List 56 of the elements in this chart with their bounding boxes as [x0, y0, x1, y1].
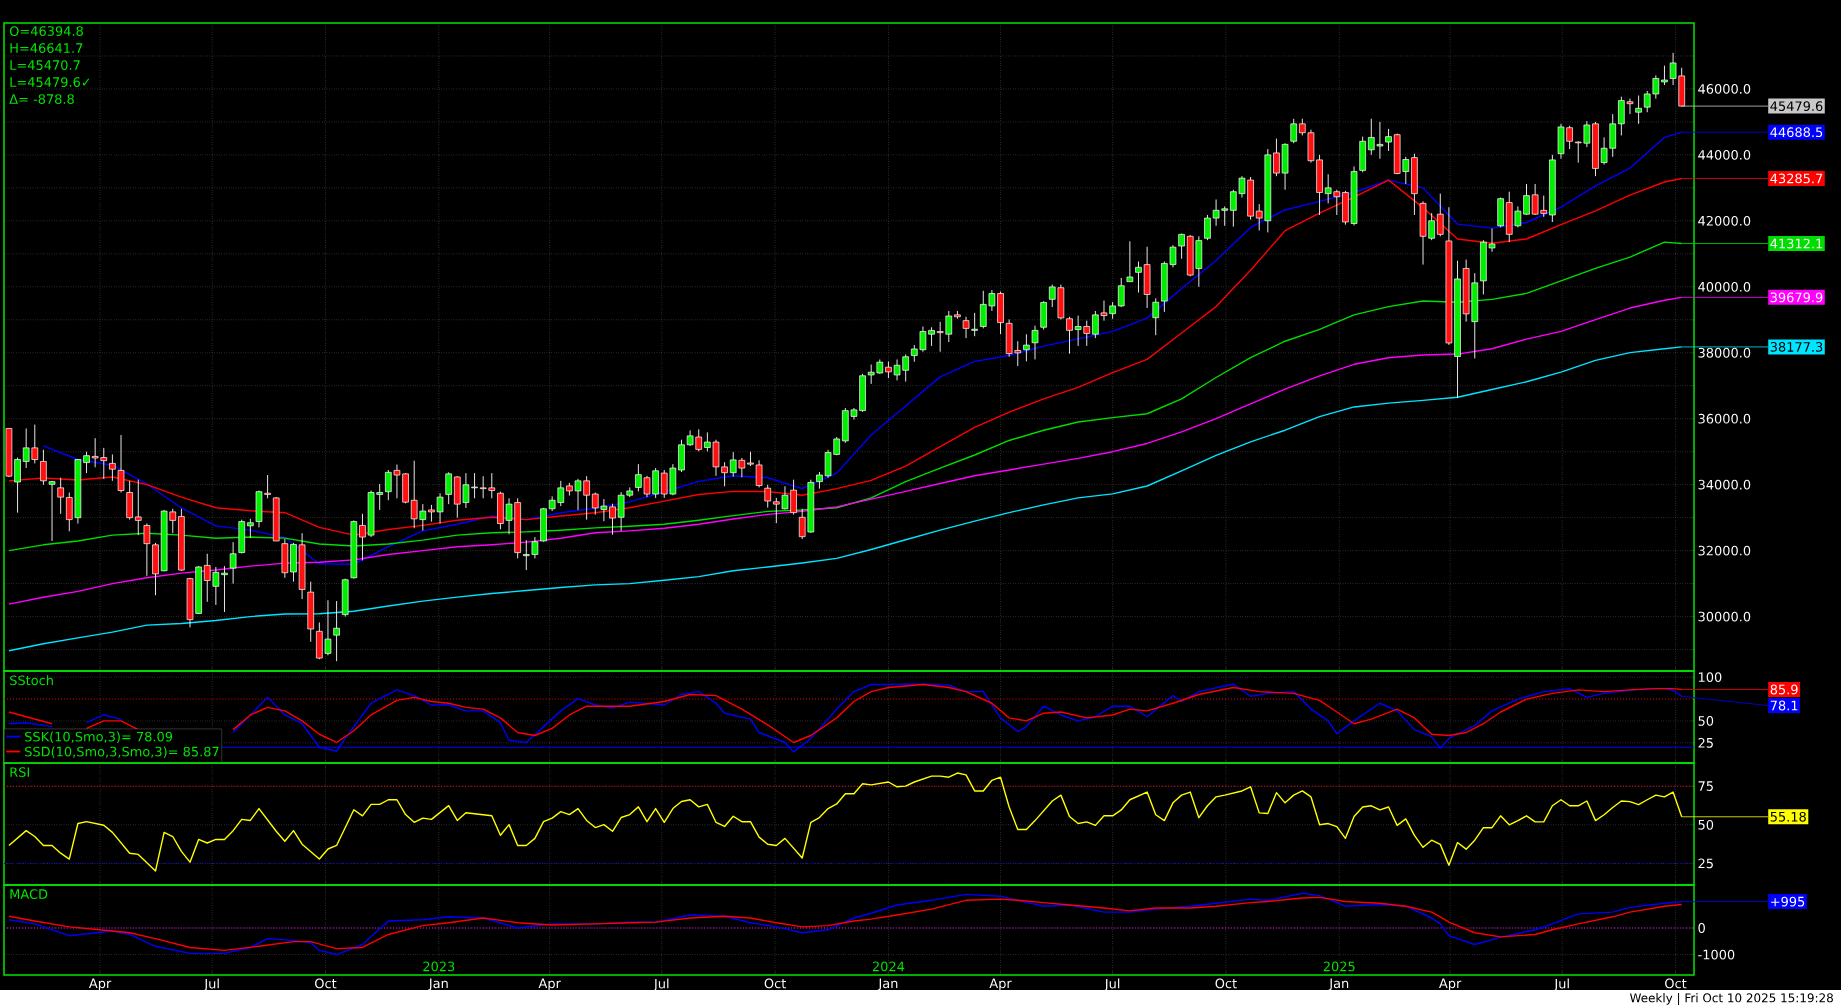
- annotation: L=45470.7: [10, 60, 80, 70]
- x-tick-label: Oct: [1665, 978, 1687, 989]
- annotation: 55.18: [1770, 811, 1806, 822]
- x-tick-label: Jan: [1328, 978, 1349, 991]
- annotation: 78.1: [1770, 700, 1798, 711]
- annotation: 41312.1: [1770, 238, 1823, 249]
- y-tick-label: 44000.0: [1698, 150, 1751, 160]
- y-tick-label: -1000: [1698, 949, 1735, 960]
- annotation: 43285.7: [1770, 173, 1823, 184]
- x-tick-label: Apr: [989, 978, 1012, 991]
- y-tick-label: 30000.0: [1698, 611, 1751, 622]
- annotation: 39679.9: [1770, 292, 1823, 303]
- y-tick-label: 25: [1698, 737, 1713, 748]
- annotation: 44688.5: [1770, 127, 1823, 138]
- x-tick-label: Jul: [653, 978, 669, 991]
- chart-title: SStoch: [10, 675, 53, 686]
- y-tick-label: 25: [1698, 858, 1713, 869]
- x-tick-label: Jan: [877, 978, 898, 991]
- legend-label: SSK(10,Smo,3)= 78.09: [25, 731, 173, 744]
- x-tick-label: Jul: [203, 978, 219, 991]
- y-tick-label: 36000.0: [1698, 413, 1751, 424]
- x-tick-label: Oct: [764, 978, 786, 989]
- annotation: +995: [1771, 896, 1805, 907]
- chart-title: MACD: [10, 889, 48, 899]
- y-tick-label: 0: [1698, 923, 1705, 933]
- x2-tick-label: 2023: [423, 961, 455, 972]
- y-tick-label: 50: [1698, 819, 1714, 830]
- y-tick-label: 32000.0: [1698, 545, 1751, 556]
- x-tick-label: Jul: [1553, 978, 1569, 991]
- annotation: 38177.3: [1770, 342, 1823, 352]
- y-tick-label: 75: [1698, 781, 1713, 791]
- legend-label: SSD(10,Smo,3,Smo,3)= 85.87: [25, 746, 219, 759]
- y-tick-label: 34000.0: [1698, 479, 1751, 490]
- annotation: Δ= -878.8: [9, 94, 74, 104]
- annotation: H=46641.7: [10, 43, 83, 53]
- annotation: L=45479.6✓: [10, 77, 90, 87]
- y-tick-label: 42000.0: [1698, 215, 1751, 226]
- y-tick-label: 100: [1698, 672, 1722, 683]
- y-tick-label: 50: [1698, 716, 1714, 726]
- chart-title: RSI: [10, 767, 29, 777]
- y-tick-label: 46000.0: [1698, 84, 1751, 94]
- x-tick-label: Jan: [428, 978, 448, 991]
- x-tick-label: Apr: [1439, 978, 1462, 991]
- annotation: 45479.6: [1770, 101, 1823, 112]
- x-tick-label: Apr: [88, 978, 112, 991]
- y-tick-label: 40000.0: [1698, 281, 1751, 292]
- annotation: 85.9: [1770, 684, 1798, 695]
- y-tick-label: 38000.0: [1698, 347, 1751, 358]
- x-tick-label: Oct: [315, 978, 337, 989]
- x2-tick-label: 2025: [1323, 961, 1355, 972]
- x-tick-label: Apr: [538, 978, 561, 991]
- annotation: O=46394.8: [9, 26, 83, 36]
- x-tick-label: Oct: [1215, 978, 1237, 989]
- x-tick-label: Jul: [1104, 978, 1120, 991]
- text: Weekly | Fri Oct 10 2025 15:19:28: [1629, 993, 1833, 1005]
- x2-tick-label: 2024: [872, 961, 905, 972]
